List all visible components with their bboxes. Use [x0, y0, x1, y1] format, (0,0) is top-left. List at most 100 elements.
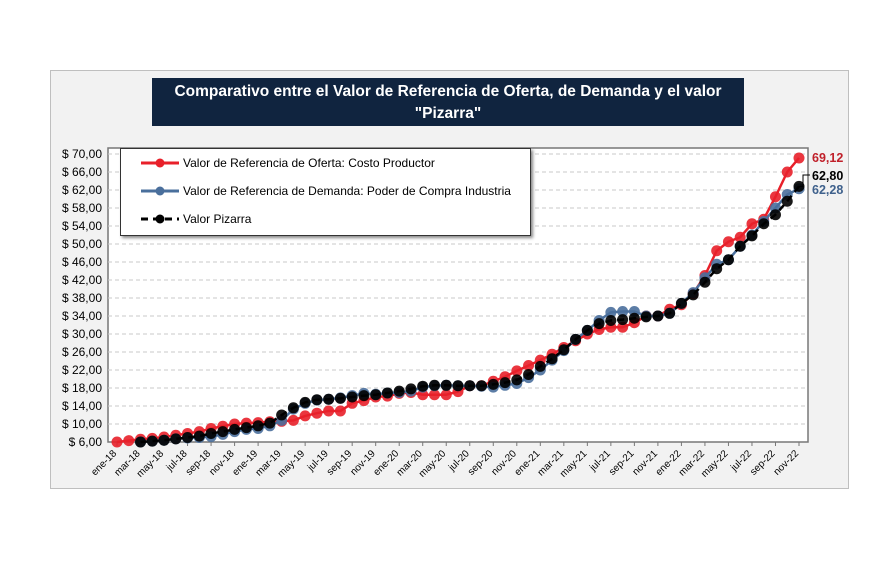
- legend-label-demanda: Valor de Referencia de Demanda: Poder de…: [183, 184, 511, 198]
- data-point-pizarra: [581, 324, 593, 336]
- x-tick-label: sep-20: [466, 448, 496, 478]
- data-point-pizarra: [240, 422, 252, 434]
- data-point-pizarra: [640, 311, 652, 323]
- legend-marker-oferta: [141, 158, 179, 168]
- y-tick-label: $ 6,00: [69, 435, 103, 449]
- data-point-oferta: [440, 389, 452, 401]
- data-point-pizarra: [487, 378, 499, 390]
- data-point-pizarra: [276, 409, 288, 421]
- data-point-oferta: [428, 389, 440, 401]
- data-point-pizarra: [229, 423, 241, 435]
- y-tick-label: $ 62,00: [62, 183, 102, 197]
- data-point-oferta: [287, 414, 299, 426]
- legend-marker-pizarra: [141, 214, 179, 224]
- data-point-pizarra: [593, 318, 605, 330]
- data-point-demanda: [617, 306, 629, 317]
- data-point-pizarra: [570, 333, 582, 345]
- data-point-pizarra: [158, 434, 170, 446]
- data-point-pizarra: [746, 230, 758, 242]
- data-point-pizarra: [393, 385, 405, 397]
- data-point-pizarra: [370, 389, 382, 401]
- y-tick-label: $ 42,00: [62, 273, 102, 287]
- data-point-oferta: [523, 360, 535, 371]
- data-point-pizarra: [675, 297, 687, 309]
- data-point-demanda: [605, 306, 617, 318]
- data-point-pizarra: [464, 380, 476, 392]
- data-point-pizarra: [558, 344, 570, 356]
- end-label-pizarra: 62,80: [812, 169, 844, 183]
- data-point-pizarra: [252, 420, 264, 432]
- y-tick-label: $ 70,00: [62, 147, 102, 161]
- legend-label-pizarra: Valor Pizarra: [183, 212, 252, 226]
- data-point-pizarra: [476, 380, 488, 392]
- data-point-oferta: [417, 389, 429, 401]
- data-point-pizarra: [687, 289, 699, 301]
- data-point-oferta: [722, 236, 734, 248]
- data-point-oferta: [793, 152, 805, 164]
- data-point-pizarra: [546, 353, 558, 365]
- end-label-demanda: 62,28: [812, 183, 844, 197]
- data-point-oferta: [123, 435, 135, 447]
- data-point-pizarra: [769, 209, 781, 221]
- data-point-oferta: [511, 365, 523, 377]
- data-point-pizarra: [617, 314, 629, 326]
- x-tick-label: sep-22: [748, 448, 778, 478]
- data-point-pizarra: [193, 430, 205, 442]
- x-tick-label: sep-19: [325, 448, 355, 478]
- data-point-pizarra: [428, 379, 440, 391]
- y-tick-label: $ 14,00: [62, 399, 102, 413]
- data-point-oferta: [299, 410, 311, 422]
- x-tick-label: may-19: [276, 448, 308, 480]
- data-point-pizarra: [299, 396, 311, 408]
- legend-item-pizarra: Valor Pizarra: [121, 209, 251, 229]
- x-tick-label: sep-18: [184, 448, 214, 478]
- data-point-oferta: [734, 231, 746, 243]
- data-point-pizarra: [758, 218, 770, 230]
- y-tick-label: $ 10,00: [62, 417, 102, 431]
- y-tick-label: $ 38,00: [62, 291, 102, 305]
- chart-title: Comparativo entre el Valor de Referencia…: [152, 78, 744, 126]
- y-tick-label: $ 26,00: [62, 345, 102, 359]
- y-tick-label: $ 46,00: [62, 255, 102, 269]
- y-tick-label: $ 58,00: [62, 201, 102, 215]
- data-point-pizarra: [182, 432, 194, 443]
- data-point-pizarra: [652, 310, 664, 322]
- x-tick-label: may-22: [699, 448, 731, 480]
- data-point-oferta: [781, 166, 793, 178]
- legend-label-oferta: Valor de Referencia de Oferta: Costo Pro…: [183, 156, 435, 170]
- legend-marker-demanda: [141, 186, 179, 196]
- data-point-pizarra: [711, 263, 723, 275]
- data-point-pizarra: [217, 426, 229, 438]
- y-tick-label: $ 66,00: [62, 165, 102, 179]
- data-point-pizarra: [664, 307, 676, 319]
- data-point-pizarra: [135, 436, 147, 448]
- data-point-oferta: [769, 191, 781, 203]
- data-point-pizarra: [628, 312, 640, 324]
- data-point-pizarra: [734, 240, 746, 252]
- y-tick-label: $ 22,00: [62, 363, 102, 377]
- data-point-pizarra: [417, 380, 429, 392]
- data-point-pizarra: [452, 380, 464, 392]
- data-point-oferta: [334, 405, 346, 417]
- data-point-pizarra: [722, 254, 734, 266]
- end-label-leader: [799, 174, 810, 187]
- data-point-pizarra: [781, 195, 793, 207]
- y-tick-label: $ 50,00: [62, 237, 102, 251]
- data-point-oferta: [711, 245, 723, 257]
- end-label-oferta: 69,12: [812, 151, 844, 165]
- data-point-pizarra: [358, 390, 370, 402]
- data-point-oferta: [746, 218, 758, 230]
- data-point-pizarra: [381, 387, 393, 399]
- data-point-pizarra: [405, 383, 417, 395]
- data-point-pizarra: [699, 276, 711, 288]
- y-tick-label: $ 34,00: [62, 309, 102, 323]
- data-point-oferta: [311, 407, 323, 419]
- data-point-pizarra: [440, 379, 452, 391]
- data-point-pizarra: [287, 402, 299, 414]
- data-point-oferta: [111, 436, 123, 448]
- x-tick-label: may-18: [135, 448, 167, 480]
- legend-item-oferta: Valor de Referencia de Oferta: Costo Pro…: [121, 153, 435, 173]
- data-point-oferta: [617, 321, 629, 333]
- data-point-pizarra: [534, 360, 546, 372]
